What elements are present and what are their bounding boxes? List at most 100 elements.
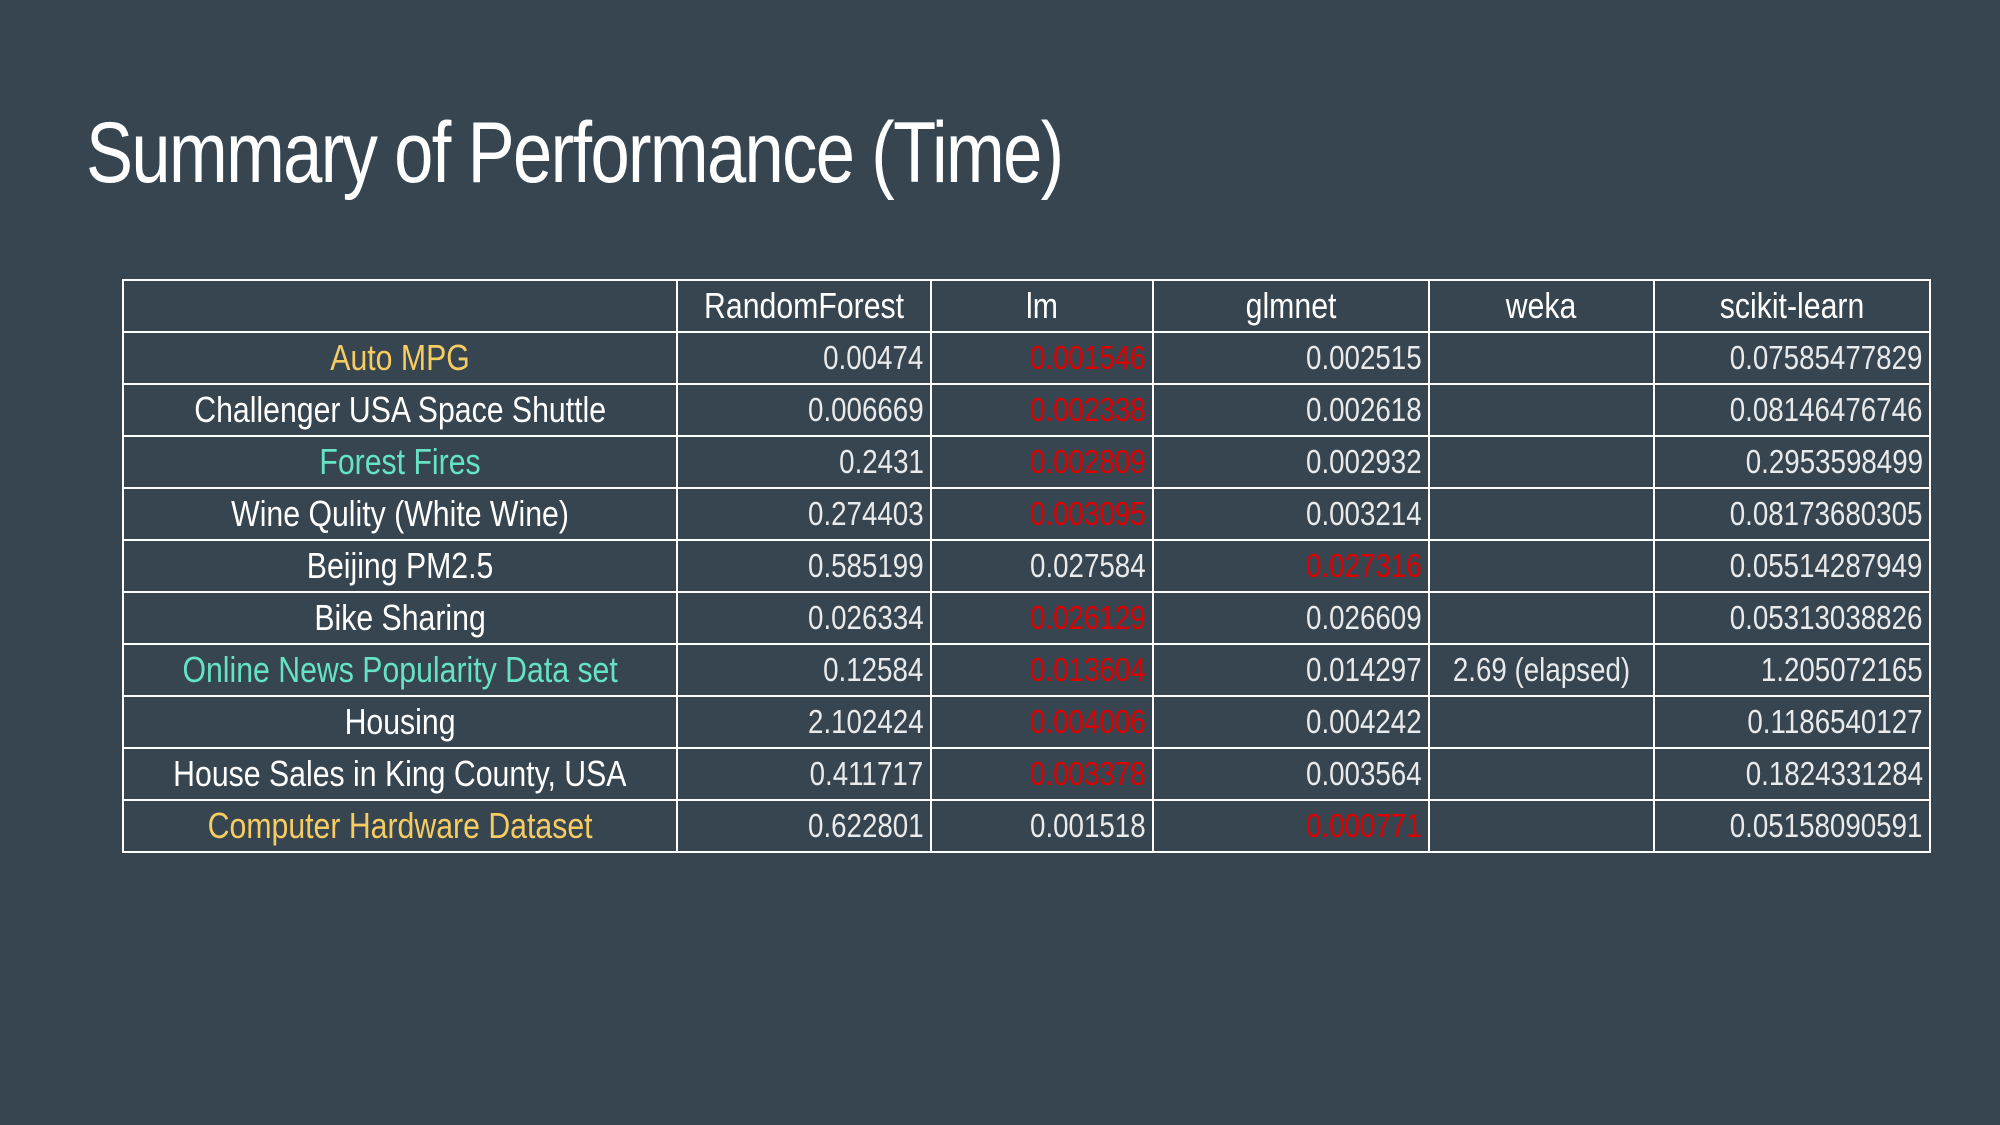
time-value: 1.205072165: [1760, 651, 1923, 688]
time-value: 0.05313038826: [1729, 599, 1923, 636]
performance-table-container: RandomForest lm glmnet weka scikit-learn…: [122, 279, 1931, 853]
best-time-value: 0.004006: [1030, 703, 1146, 740]
value-cell-lm: 0.027584: [929, 539, 1154, 593]
value-cell-glmnet: 0.003564: [1151, 747, 1430, 801]
value-cell-scikit-learn: 0.07585477829: [1652, 331, 1931, 385]
value-cell-glmnet: 0.003214: [1151, 487, 1430, 541]
value-cell-scikit-learn: 1.205072165: [1652, 643, 1931, 697]
header-cell-scikit-learn: scikit-learn: [1652, 279, 1931, 333]
value-cell-weka: [1427, 799, 1655, 853]
value-cell-weka: [1427, 435, 1655, 489]
value-cell-lm: 0.003378: [929, 747, 1154, 801]
value-cell-lm: 0.001518: [929, 799, 1154, 853]
table-row: Beijing PM2.5 0.585199 0.027584 0.027316 0.0…: [122, 539, 1931, 593]
value-cell-randomforest: 0.006669: [675, 383, 932, 437]
table-row: Housing 2.102424 0.004006 0.004242 0.1186540…: [122, 695, 1931, 749]
value-cell-randomforest: 0.00474: [675, 331, 932, 385]
value-cell-randomforest: 0.2431: [675, 435, 932, 489]
dataset-name: Auto MPG: [330, 337, 470, 378]
dataset-name: Computer Hardware Dataset: [207, 805, 593, 846]
value-cell-glmnet: 0.014297: [1151, 643, 1430, 697]
value-cell-lm: 0.002809: [929, 435, 1154, 489]
value-cell-randomforest: 2.102424: [675, 695, 932, 749]
time-value: 0.026334: [808, 599, 924, 636]
value-cell-glmnet: 0.027316: [1151, 539, 1430, 593]
value-cell-weka: [1427, 383, 1655, 437]
time-value: 0.12584: [823, 651, 924, 688]
value-cell-weka: [1427, 487, 1655, 541]
slide-title: Summary of Performance (Time): [86, 105, 1064, 201]
table-row: Bike Sharing 0.026334 0.026129 0.026609 0.05…: [122, 591, 1931, 645]
time-value: 0.07585477829: [1729, 339, 1923, 376]
time-value: 0.00474: [823, 339, 924, 376]
time-value: 0.05514287949: [1729, 547, 1923, 584]
time-value: 0.002515: [1306, 339, 1422, 376]
value-cell-scikit-learn: 0.2953598499: [1652, 435, 1931, 489]
value-cell-lm: 0.026129: [929, 591, 1154, 645]
value-cell-randomforest: 0.026334: [675, 591, 932, 645]
value-cell-weka: [1427, 331, 1655, 385]
time-value: 0.002618: [1306, 391, 1422, 428]
time-value: 0.006669: [808, 391, 924, 428]
value-cell-lm: 0.004006: [929, 695, 1154, 749]
time-value: 0.274403: [808, 495, 924, 532]
table-row: Forest Fires 0.2431 0.002809 0.002932 0.2953…: [122, 435, 1931, 489]
time-value: 0.1824331284: [1745, 755, 1923, 792]
value-cell-randomforest: 0.411717: [675, 747, 932, 801]
time-value: 0.001518: [1030, 807, 1146, 844]
value-cell-glmnet: 0.002932: [1151, 435, 1430, 489]
time-value: 0.08173680305: [1729, 495, 1923, 532]
value-cell-weka: [1427, 695, 1655, 749]
table-row: Online News Popularity Data set 0.12584 0.…: [122, 643, 1931, 697]
time-value: 0.05158090591: [1729, 807, 1923, 844]
best-time-value: 0.000771: [1306, 807, 1422, 844]
best-time-value: 0.003095: [1030, 495, 1146, 532]
value-cell-lm: 0.013604: [929, 643, 1154, 697]
dataset-name: Bike Sharing: [314, 597, 486, 638]
value-cell-weka: [1427, 539, 1655, 593]
dataset-name-cell: Computer Hardware Dataset: [122, 799, 678, 853]
header-cell-weka: weka: [1427, 279, 1655, 333]
value-cell-glmnet: 0.000771: [1151, 799, 1430, 853]
dataset-name: Beijing PM2.5: [306, 545, 494, 586]
dataset-name-cell: Bike Sharing: [122, 591, 678, 645]
time-value: 0.026609: [1306, 599, 1422, 636]
dataset-name: House Sales in King County, USA: [173, 753, 627, 794]
performance-table: RandomForest lm glmnet weka scikit-learn…: [122, 279, 1931, 853]
dataset-name: Forest Fires: [319, 441, 481, 482]
time-value: 0.014297: [1306, 651, 1422, 688]
best-time-value: 0.027316: [1306, 547, 1422, 584]
dataset-name-cell: Online News Popularity Data set: [122, 643, 678, 697]
header-cell-lm: lm: [929, 279, 1154, 333]
value-cell-weka: [1427, 591, 1655, 645]
time-value: 2.102424: [808, 703, 924, 740]
dataset-name: Online News Popularity Data set: [182, 649, 618, 690]
value-cell-weka: [1427, 747, 1655, 801]
value-cell-glmnet: 0.002618: [1151, 383, 1430, 437]
value-cell-scikit-learn: 0.1824331284: [1652, 747, 1931, 801]
table-row: Computer Hardware Dataset 0.622801 0.00151…: [122, 799, 1931, 853]
time-value: 0.585199: [808, 547, 924, 584]
best-time-value: 0.013604: [1030, 651, 1146, 688]
table-body: Auto MPG 0.00474 0.001546 0.002515 0.0758547…: [122, 331, 1931, 853]
value-cell-glmnet: 0.004242: [1151, 695, 1430, 749]
table-row: Wine Qulity (White Wine) 0.274403 0.003095…: [122, 487, 1931, 541]
value-cell-randomforest: 0.274403: [675, 487, 932, 541]
best-time-value: 0.002338: [1030, 391, 1146, 428]
dataset-name: Wine Qulity (White Wine): [230, 493, 569, 534]
table-row: House Sales in King County, USA 0.411717 0…: [122, 747, 1931, 801]
value-cell-lm: 0.001546: [929, 331, 1154, 385]
time-value: 0.004242: [1306, 703, 1422, 740]
value-cell-glmnet: 0.002515: [1151, 331, 1430, 385]
time-value: 0.1186540127: [1747, 703, 1923, 740]
value-cell-lm: 0.002338: [929, 383, 1154, 437]
value-cell-scikit-learn: 0.05158090591: [1652, 799, 1931, 853]
dataset-name-cell: Wine Qulity (White Wine): [122, 487, 678, 541]
time-value: 0.003564: [1306, 755, 1422, 792]
dataset-name-cell: Auto MPG: [122, 331, 678, 385]
value-cell-randomforest: 0.622801: [675, 799, 932, 853]
time-value: 0.2431: [838, 443, 924, 480]
value-cell-scikit-learn: 0.08173680305: [1652, 487, 1931, 541]
time-value: 0.027584: [1030, 547, 1146, 584]
header-cell-dataset: [122, 279, 678, 333]
